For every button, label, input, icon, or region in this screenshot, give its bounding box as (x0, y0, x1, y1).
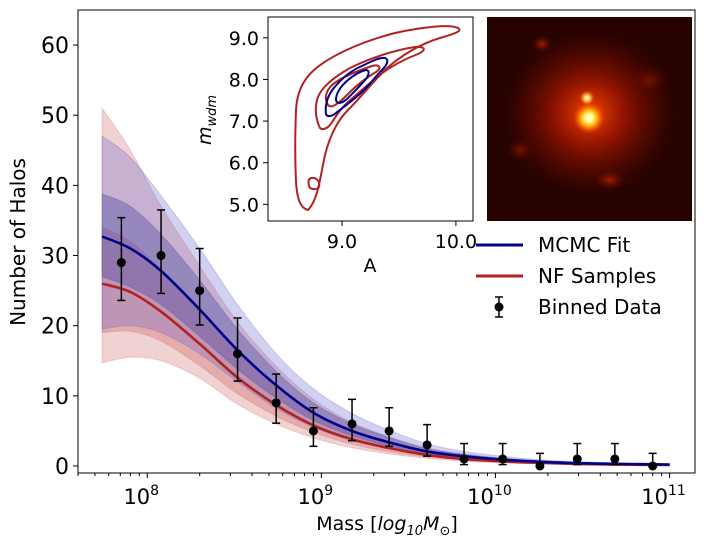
main-plot-area (101, 106, 671, 471)
y-axis-label: Number of Halos (6, 158, 30, 326)
halo-blob-d (632, 66, 668, 94)
nf-contour-small-island (307, 176, 321, 191)
x-axis-label-prefix: Mass [ (316, 513, 377, 535)
x-axis-label-m: M (423, 513, 439, 535)
data-marker (156, 251, 166, 261)
binned-data-point (572, 442, 582, 466)
binned-data-point (422, 423, 432, 457)
binned-data-point (498, 442, 508, 466)
legend: MCMC Fit NF Samples Binned Data (476, 233, 662, 319)
inset-x-ticks: 9.0 10.0 (327, 221, 477, 253)
y-tick-label: 40 (41, 174, 69, 199)
data-marker (384, 426, 394, 436)
data-marker (459, 454, 469, 464)
inset-contour-plot (294, 25, 461, 212)
binned-data-point (459, 442, 469, 466)
binned-data-point (384, 407, 394, 448)
nf-contour-mid (314, 45, 425, 131)
binned-data-point (156, 209, 166, 295)
y-tick-label: 20 (41, 315, 69, 340)
y-tick-label: 0 (55, 455, 69, 480)
inset-y-label-base: m (194, 127, 216, 146)
binned-data-point (347, 398, 357, 442)
mcmc-contour-inner (334, 68, 370, 104)
halo-core-secondary (579, 90, 595, 106)
binned-data-point (308, 407, 318, 448)
inset-y-tick-label: 7.0 (229, 111, 259, 133)
inset-y-tick-label: 5.0 (229, 194, 259, 216)
data-marker (271, 398, 281, 408)
inset-x-tick-label: 9.0 (327, 231, 357, 253)
data-marker (610, 454, 620, 464)
inset-y-tick-label: 9.0 (229, 28, 259, 50)
x-tick-label: 1010 (467, 483, 512, 509)
halo-blob-a (532, 35, 552, 53)
data-marker (195, 286, 205, 296)
inset-x-tick-label: 10.0 (435, 231, 477, 253)
data-marker (498, 454, 508, 464)
binned-data-point (233, 317, 243, 382)
legend-binned-label: Binned Data (538, 295, 662, 319)
main-axes: 0 10 20 30 40 50 60 108 109 1010 1011 Number of H… (6, 9, 696, 539)
x-tick-label: 108 (123, 483, 159, 509)
halo-core-main (573, 102, 605, 134)
binned-data-point (195, 247, 205, 326)
x-tick-label: 109 (298, 483, 334, 509)
nf-contour-inner (324, 64, 381, 108)
inset-x-label: A (364, 255, 377, 277)
binned-data-point (271, 373, 281, 424)
y-tick-label: 50 (41, 104, 69, 129)
inset-y-tick-label: 8.0 (229, 69, 259, 91)
legend-mcmc-label: MCMC Fit (538, 233, 630, 257)
data-marker (422, 440, 432, 450)
inset-halo-image (487, 17, 692, 221)
nf-contour-outer (294, 25, 461, 212)
data-marker (572, 454, 582, 464)
data-marker (233, 349, 243, 359)
main-y-ticks: 0 10 20 30 40 50 60 (41, 34, 78, 480)
data-marker (648, 461, 658, 471)
mcmc-fit-line (101, 235, 670, 466)
x-axis-label-sun: ⊙ (439, 524, 450, 539)
legend-binned-marker (494, 296, 504, 318)
main-axes-frame (77, 9, 696, 474)
inset-y-ticks: 5.0 6.0 7.0 8.0 9.0 (229, 28, 268, 216)
legend-nf-label: NF Samples (538, 264, 656, 288)
data-marker (116, 258, 126, 268)
halo-blob-b (594, 170, 626, 190)
inset-contour-background (268, 17, 473, 221)
binned-data-point (610, 442, 620, 466)
x-axis-label: Mass [log10M⊙] (316, 513, 458, 539)
inset-y-label: mwdm (194, 95, 220, 145)
x-tick-label: 1011 (641, 483, 686, 509)
inset-y-tick-label: 6.0 (229, 153, 259, 175)
inset-contour-axes: 9.0 10.0 5.0 6.0 7.0 8.0 9.0 A mwdm (194, 16, 477, 277)
x-axis-label-log: log (378, 513, 407, 535)
main-x-ticks: 108 109 1010 1011 (77, 473, 686, 509)
binned-data-point (535, 452, 545, 471)
y-tick-label: 30 (41, 245, 69, 270)
binned-data-point (648, 452, 658, 471)
x-axis-label-sub: 10 (406, 524, 423, 539)
halo-blob-c (506, 138, 534, 162)
binned-data-point (116, 216, 126, 302)
inset-y-label-sub: wdm (205, 95, 220, 127)
y-tick-label: 10 (41, 385, 69, 410)
data-marker (535, 461, 545, 471)
inset-contour-frame (267, 16, 474, 222)
data-marker (347, 419, 357, 429)
x-axis-label-suffix: ] (450, 513, 457, 535)
y-tick-label: 60 (41, 34, 69, 59)
data-marker (308, 426, 318, 436)
mcmc-contour-outer (324, 56, 389, 118)
